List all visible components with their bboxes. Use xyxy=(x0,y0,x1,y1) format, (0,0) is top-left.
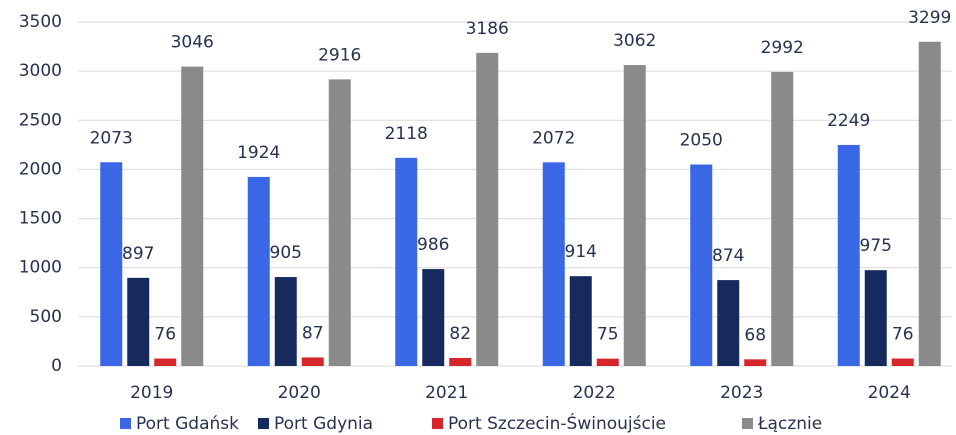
bar xyxy=(596,358,619,366)
legend-label: Port Gdańsk xyxy=(136,414,239,434)
y-tick-label: 1500 xyxy=(19,209,62,229)
bar xyxy=(247,176,270,366)
y-tick-label: 2500 xyxy=(19,110,62,130)
y-tick-label: 0 xyxy=(51,356,62,376)
legend-label: Łącznie xyxy=(757,414,822,434)
data-label: 3186 xyxy=(466,19,509,39)
data-label: 905 xyxy=(270,243,302,263)
bar xyxy=(837,144,860,366)
bar xyxy=(422,269,445,366)
bar xyxy=(154,358,177,366)
data-label: 2118 xyxy=(385,124,428,144)
data-label: 975 xyxy=(860,236,892,256)
bar xyxy=(395,157,418,366)
y-tick-label: 3500 xyxy=(19,12,62,32)
bar xyxy=(127,277,150,366)
bar xyxy=(623,65,646,367)
bar xyxy=(864,270,887,366)
bar xyxy=(449,357,472,366)
data-label: 82 xyxy=(449,324,471,344)
bar xyxy=(690,164,713,366)
data-label: 76 xyxy=(892,325,914,345)
bar xyxy=(274,277,297,366)
data-label: 2072 xyxy=(532,128,575,148)
data-label: 1924 xyxy=(237,143,280,163)
bar xyxy=(891,358,914,366)
data-label: 914 xyxy=(565,242,597,262)
data-label: 986 xyxy=(417,235,449,255)
y-tick-label: 500 xyxy=(30,307,62,327)
data-label: 3299 xyxy=(908,8,951,28)
y-tick-label: 2000 xyxy=(19,159,62,179)
bar xyxy=(181,66,204,367)
bar xyxy=(569,276,592,366)
bar xyxy=(328,79,351,366)
data-label: 3062 xyxy=(613,31,656,51)
bar xyxy=(918,41,941,366)
bar xyxy=(717,280,740,366)
x-tick-label: 2019 xyxy=(130,383,173,403)
data-label: 2073 xyxy=(90,128,133,148)
data-label: 76 xyxy=(154,325,176,345)
bar xyxy=(744,359,767,366)
x-tick-label: 2022 xyxy=(573,383,616,403)
legend-label: Port Szczecin-Świnoujście xyxy=(448,412,666,434)
data-label: 2249 xyxy=(827,111,870,131)
x-tick-label: 2021 xyxy=(425,383,468,403)
x-tick-label: 2020 xyxy=(278,383,321,403)
legend-swatch xyxy=(432,418,443,429)
legend-swatch xyxy=(258,418,269,429)
y-tick-label: 3000 xyxy=(19,61,62,81)
data-label: 874 xyxy=(712,246,744,266)
data-label: 68 xyxy=(744,325,766,345)
x-tick-label: 2024 xyxy=(868,383,911,403)
x-tick-label: 2023 xyxy=(720,383,763,403)
data-label: 2916 xyxy=(318,45,361,65)
bar xyxy=(100,162,123,366)
data-label: 2050 xyxy=(680,131,723,151)
bar xyxy=(301,357,324,366)
bar xyxy=(542,162,565,366)
y-tick-label: 1000 xyxy=(19,258,62,278)
bar xyxy=(771,71,794,367)
data-label: 75 xyxy=(597,325,619,345)
data-label: 2992 xyxy=(761,38,804,58)
data-label: 87 xyxy=(302,323,324,343)
data-label: 3046 xyxy=(171,33,214,53)
bar xyxy=(476,52,499,366)
data-label: 897 xyxy=(122,244,154,264)
legend-label: Port Gdynia xyxy=(274,414,373,434)
legend-swatch xyxy=(742,418,753,429)
legend-swatch xyxy=(120,418,131,429)
